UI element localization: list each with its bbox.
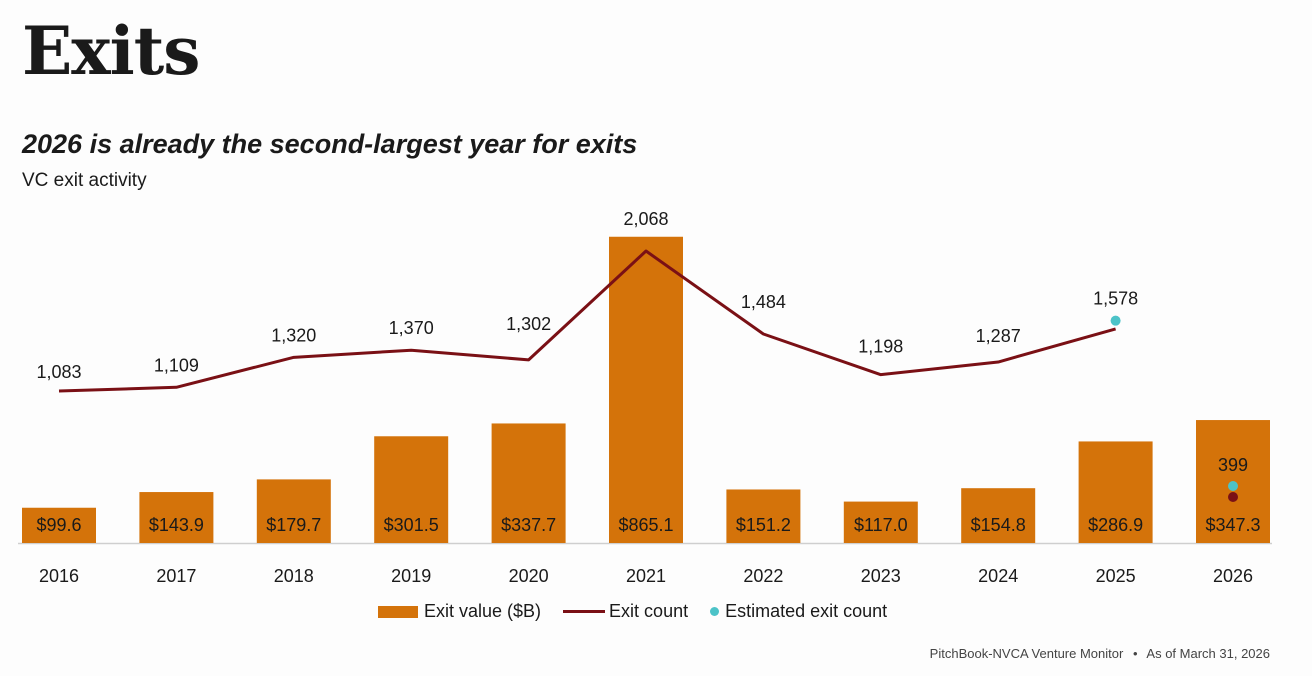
- legend-line-swatch: [563, 610, 606, 613]
- bar-2017: [139, 492, 214, 543]
- bar-2019: [374, 436, 449, 543]
- bar-label-2020: $337.7: [501, 515, 556, 535]
- chart-description: VC exit activity: [22, 170, 147, 191]
- bar-label-2019: $301.5: [384, 515, 439, 535]
- legend-bar-swatch: [378, 605, 418, 618]
- estimate-label-2025: 1,578: [1093, 289, 1138, 309]
- bar-2022: [726, 489, 801, 543]
- line-label-2017: 1,109: [154, 355, 199, 375]
- bar-label-2023: $117.0: [854, 515, 908, 535]
- legend-dot-swatch: [710, 607, 720, 616]
- chart-subtitle: 2026 is already the second-largest year …: [22, 129, 638, 159]
- legend-label: Exit count: [609, 601, 689, 621]
- source-date: As of March 31, 2026: [1146, 646, 1270, 661]
- line-label-2019: 1,370: [389, 318, 434, 338]
- legend-item-exit-count: Exit count: [563, 601, 688, 622]
- bar-2025: [1078, 441, 1153, 543]
- exit-count-line: [58, 249, 1117, 393]
- legend-item-exit-value: Exit value ($B): [378, 601, 541, 622]
- line-label-2018: 1,320: [271, 325, 316, 345]
- chart-legend: Exit value ($B) Exit count Estimated exi…: [378, 601, 909, 622]
- line-label-2024: 1,287: [976, 326, 1021, 346]
- source-note: PitchBook-NVCA Venture Monitor • As of M…: [930, 646, 1270, 661]
- x-tick-2026: 2026: [1213, 566, 1253, 586]
- x-tick-2023: 2023: [861, 566, 901, 586]
- x-tick-2021: 2021: [626, 566, 666, 586]
- exit-count-point-2026: [1228, 492, 1238, 502]
- page-title: Exits: [22, 12, 200, 90]
- estimate-point-2026: [1228, 481, 1238, 491]
- bar-2020: [491, 423, 566, 543]
- legend-item-estimated: Estimated exit count: [710, 601, 887, 622]
- bar-label-2024: $154.8: [971, 515, 1026, 535]
- line-label-2021: 2,068: [623, 209, 668, 229]
- bar-2016: [22, 507, 96, 543]
- bar-label-2018: $179.7: [266, 515, 321, 535]
- x-tick-2022: 2022: [743, 566, 783, 586]
- bar-label-2026: $347.3: [1205, 515, 1260, 535]
- bar-2024: [961, 488, 1036, 543]
- x-tick-2017: 2017: [156, 566, 196, 586]
- bar-2023: [843, 501, 918, 543]
- bar-label-2025: $286.9: [1088, 515, 1143, 535]
- line-label-2026: 399: [1218, 455, 1248, 475]
- bar-label-2021: $865.1: [618, 515, 673, 535]
- x-tick-2016: 2016: [39, 566, 79, 586]
- bar-label-2016: $99.6: [36, 515, 81, 535]
- x-tick-2018: 2018: [274, 566, 314, 586]
- estimate-point-2025: [1110, 315, 1121, 326]
- x-tick-2025: 2025: [1096, 566, 1136, 586]
- line-label-2020: 1,302: [506, 314, 551, 334]
- bar-label-2022: $151.2: [736, 515, 791, 535]
- line-label-2022: 1,484: [741, 292, 786, 312]
- legend-label: Exit value ($B): [424, 601, 542, 621]
- line-label-2023: 1,198: [858, 337, 903, 357]
- source-separator: •: [1132, 646, 1138, 661]
- x-tick-2019: 2019: [391, 566, 431, 586]
- exit-chart: $99.6 2016 $143.9 2017 $179.7 2018 $301.5 2019 $…: [18, 209, 1272, 586]
- x-tick-2020: 2020: [509, 566, 549, 586]
- legend-label: Estimated exit count: [725, 601, 888, 621]
- bar-2018: [256, 479, 331, 543]
- source-text: PitchBook-NVCA Venture Monitor: [929, 646, 1124, 661]
- bar-2021: [609, 236, 683, 544]
- x-tick-2024: 2024: [978, 566, 1018, 586]
- bar-label-2017: $143.9: [149, 515, 204, 535]
- line-label-2016: 1,083: [36, 362, 81, 382]
